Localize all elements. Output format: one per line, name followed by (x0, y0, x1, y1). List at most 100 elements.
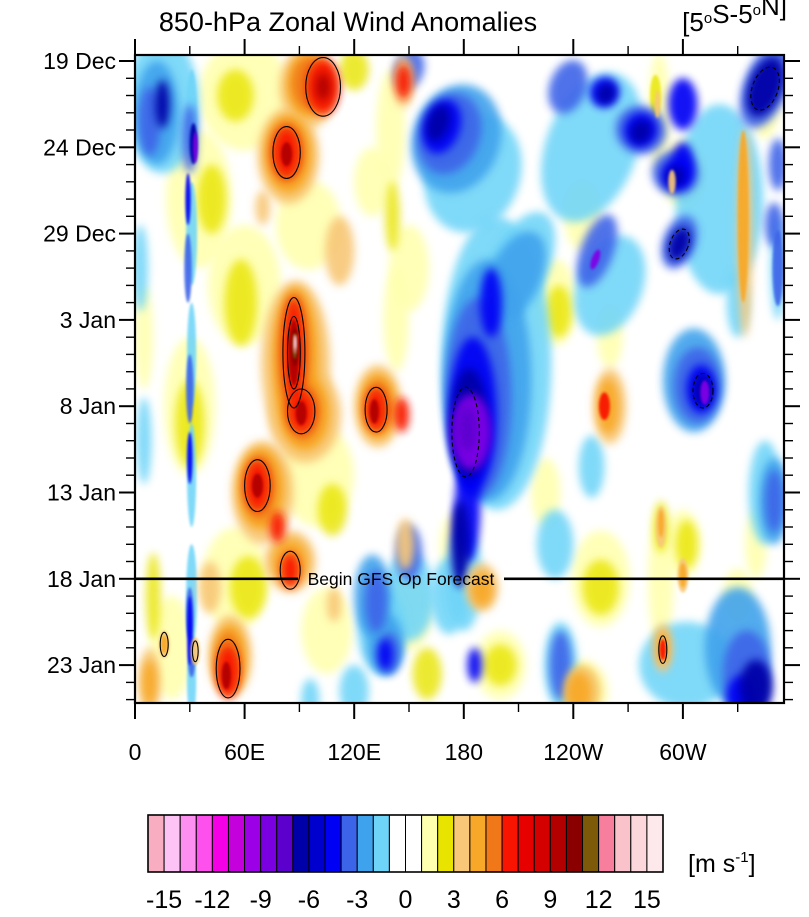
x-tick-label: 60E (224, 739, 265, 765)
colorbar-cell (163, 814, 181, 873)
anomaly-blob (294, 335, 297, 350)
anomaly-blob (396, 64, 411, 99)
anomaly-blob (136, 397, 152, 484)
anomaly-blob (224, 259, 258, 346)
anomaly-blob (659, 639, 667, 660)
anomaly-blob (354, 147, 391, 217)
anomaly-blob (483, 644, 517, 686)
latitude-band-label: [5oS-5oN] (682, 0, 787, 37)
anomaly-blob (146, 552, 161, 640)
colorbar-tick-label: -15 (146, 886, 182, 914)
colorbar-cell (437, 814, 455, 873)
anomaly-blob (598, 392, 610, 421)
anomaly-blob (675, 520, 698, 569)
x-tick-label: 120E (327, 739, 381, 765)
colorbar: -15 -12 -9 -6 -3 0 3 6 9 12 15 (146, 814, 664, 914)
colorbar-cell (453, 814, 471, 873)
y-tick-label: 3 Jan (60, 307, 116, 333)
colorbar-cell (485, 814, 503, 873)
contour-line (191, 640, 199, 663)
anomaly-blob (339, 665, 369, 703)
anomaly-blob (536, 509, 574, 579)
colorbar-cell (260, 814, 278, 873)
anomaly-blob (138, 86, 161, 156)
colorbar-cell (227, 814, 246, 873)
anomaly-blob (149, 596, 194, 700)
anomaly-blob (217, 69, 254, 122)
anomaly-blob (377, 639, 393, 671)
anomaly-field (135, 55, 784, 703)
colorbar-tick-label: -6 (298, 886, 320, 914)
colorbar-tick-label: 0 (399, 886, 413, 914)
anomaly-blob (566, 672, 592, 703)
colorbar-cell (517, 814, 535, 873)
anomaly-blob (255, 190, 271, 225)
contour-line (451, 386, 480, 478)
anomaly-blob (596, 83, 616, 104)
x-tick-label: 60W (659, 739, 707, 765)
unit-label: [m s-1] (688, 849, 756, 878)
anomaly-blob (229, 556, 267, 619)
anomaly-blob (193, 131, 198, 163)
colorbar-border (147, 814, 664, 873)
anomaly-blob (388, 224, 430, 312)
colorbar-cell (405, 814, 423, 873)
colorbar-tick-label: -9 (250, 886, 272, 914)
colorbar-cell (308, 814, 326, 873)
colorbar-tick-label: -12 (194, 886, 230, 914)
anomaly-blob (458, 406, 477, 451)
colorbar-cell (533, 814, 551, 873)
anomaly-blob (326, 587, 342, 622)
contour-line (750, 66, 780, 111)
anomaly-blob (700, 380, 710, 405)
contour-line (286, 388, 316, 435)
anomaly-blob (679, 563, 687, 588)
chart-title: 850-hPa Zonal Wind Anomalies (159, 7, 537, 37)
contour-line (658, 635, 668, 664)
anomaly-blob (155, 80, 170, 129)
anomaly-blob (198, 561, 221, 614)
anomaly-blob (582, 559, 619, 616)
anomaly-blob (315, 73, 331, 101)
y-tick-label: 18 Jan (47, 566, 116, 592)
anomaly-blob (480, 268, 503, 338)
colorbar-cell (211, 814, 229, 873)
colorbar-tick-label: 3 (447, 886, 461, 914)
anomaly-blob (426, 104, 451, 142)
x-tick-label: 0 (129, 739, 142, 765)
x-tick-label: 180 (445, 739, 483, 765)
anomaly-blob (339, 55, 369, 91)
colorbar-cell (549, 814, 567, 873)
anomaly-blob (654, 90, 661, 118)
colorbar-cell (340, 814, 358, 873)
anomaly-blob (185, 173, 191, 226)
anomaly-blob (746, 57, 784, 117)
anomaly-blob (325, 216, 355, 286)
colorbar-tick-label: 6 (495, 886, 509, 914)
anomaly-blob (548, 60, 588, 114)
anomaly-blob (160, 635, 168, 654)
anomaly-blob (412, 647, 442, 700)
anomaly-blob (385, 181, 400, 251)
colorbar-cell (147, 814, 165, 873)
colorbar-cell (582, 814, 600, 873)
colorbar-cell (421, 814, 439, 873)
anomaly-blob (630, 120, 652, 144)
colorbar-tick-label: 9 (543, 886, 557, 914)
anomaly-blob (668, 169, 676, 194)
contour-line (364, 386, 388, 433)
anomaly-blob (365, 570, 388, 633)
anomaly-blob (545, 285, 572, 338)
colorbar-cell (565, 814, 584, 873)
colorbar-cell (244, 814, 262, 873)
colorbar-cell (179, 814, 197, 873)
anomaly-blob (739, 659, 773, 703)
contour-line (668, 228, 690, 260)
colorbar-cell (598, 814, 616, 873)
contour-line (159, 631, 169, 658)
contour-line (279, 550, 301, 590)
colorbar-cell (195, 814, 213, 873)
contour-line (215, 638, 241, 699)
anomaly-blob (270, 511, 285, 543)
colorbar-cell (388, 814, 407, 873)
